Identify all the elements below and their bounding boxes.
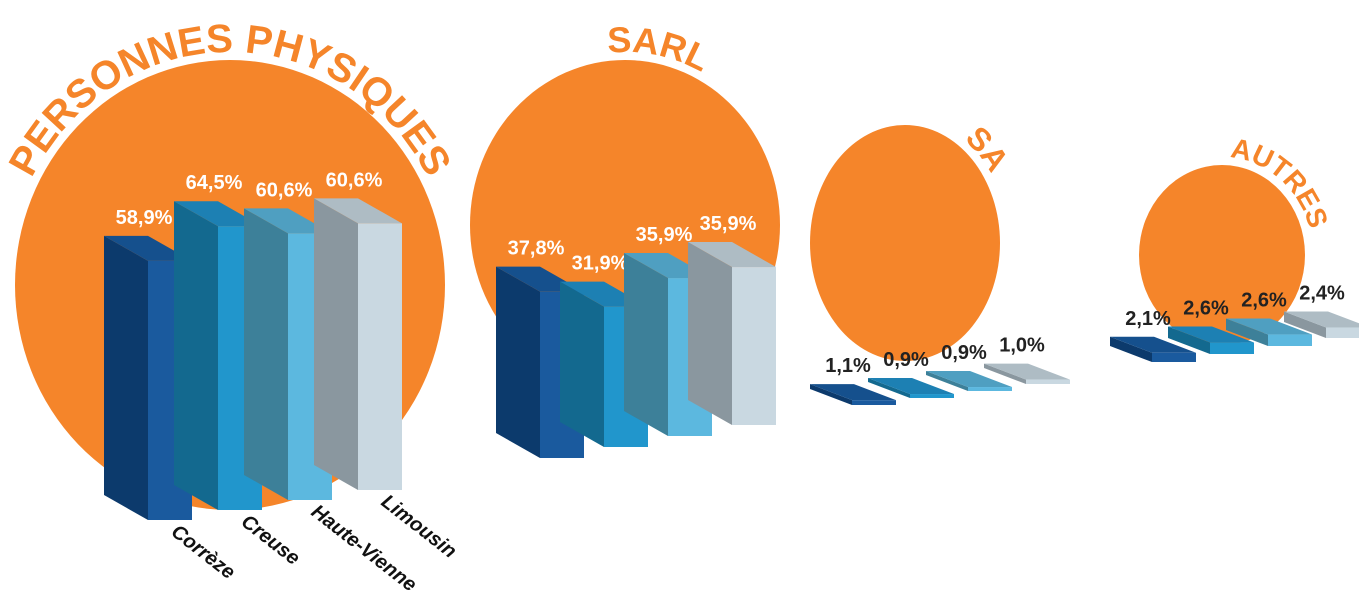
value-label: 2,4%	[1299, 282, 1345, 304]
bar-top	[244, 208, 332, 234]
bar	[868, 378, 954, 398]
value-label: 64,5%	[186, 172, 243, 194]
value-label: 60,6%	[326, 169, 383, 191]
bar	[1168, 326, 1254, 354]
value-label: 1,1%	[825, 355, 871, 377]
legend-label: Corrèze	[167, 521, 239, 584]
bar	[984, 363, 1070, 384]
value-label: 1,0%	[999, 335, 1045, 357]
bar-side	[1110, 336, 1152, 362]
value-label: 35,9%	[700, 213, 757, 235]
bar-top	[926, 371, 1012, 388]
bar-top	[984, 363, 1070, 380]
bar-side	[926, 371, 968, 391]
legend-label: Limousin	[377, 491, 461, 563]
bar-top	[688, 242, 776, 268]
bar-side	[244, 208, 288, 501]
bar-side	[314, 198, 358, 491]
bar	[926, 371, 1012, 391]
bar-front	[910, 394, 954, 398]
bar	[1110, 336, 1196, 362]
bar-front	[852, 400, 896, 405]
bar-front	[1326, 327, 1359, 338]
bar-top	[1226, 318, 1312, 335]
value-label: 0,9%	[941, 342, 987, 364]
bar-side	[496, 266, 540, 458]
bar	[1226, 318, 1312, 346]
bar-top	[1110, 336, 1196, 353]
bar	[1284, 311, 1359, 338]
bar-side	[868, 378, 910, 398]
bar-side	[688, 242, 732, 425]
bar-top	[174, 201, 262, 227]
bar-front	[968, 387, 1012, 391]
value-label: 58,9%	[116, 207, 173, 229]
bar-side	[810, 384, 852, 405]
bar-side	[1284, 311, 1326, 338]
bar-front	[732, 267, 776, 425]
bar-top	[868, 378, 954, 395]
value-label: 2,6%	[1241, 290, 1287, 312]
value-label: 35,9%	[636, 224, 693, 246]
bar-front	[1152, 352, 1196, 362]
bar	[314, 198, 402, 491]
value-label: 2,1%	[1125, 308, 1171, 330]
bar-side	[1226, 318, 1268, 346]
bar-side	[560, 281, 604, 447]
bar-side	[984, 363, 1026, 384]
bar	[810, 384, 896, 405]
bar-top	[1168, 326, 1254, 343]
bar-side	[624, 253, 668, 436]
value-label: 2,6%	[1183, 298, 1229, 320]
bar-side	[104, 235, 148, 520]
bar	[174, 201, 262, 510]
bar-front	[358, 223, 402, 491]
value-label: 0,9%	[883, 349, 929, 371]
bar-top	[104, 235, 192, 261]
bar-front	[1268, 334, 1312, 346]
legend-label: Creuse	[237, 511, 304, 570]
value-label: 37,8%	[508, 238, 565, 260]
bar	[688, 242, 776, 425]
bar-top	[1284, 311, 1359, 328]
value-label: 60,6%	[256, 179, 313, 201]
bar-front	[1210, 342, 1254, 354]
group-circle	[810, 125, 1000, 361]
group-circle	[1139, 165, 1305, 345]
bar-side	[174, 201, 218, 510]
bar-side	[1168, 326, 1210, 354]
value-label: 31,9%	[572, 253, 629, 275]
bar-top	[314, 198, 402, 224]
bar-front	[1026, 379, 1070, 384]
bar-top	[810, 384, 896, 401]
